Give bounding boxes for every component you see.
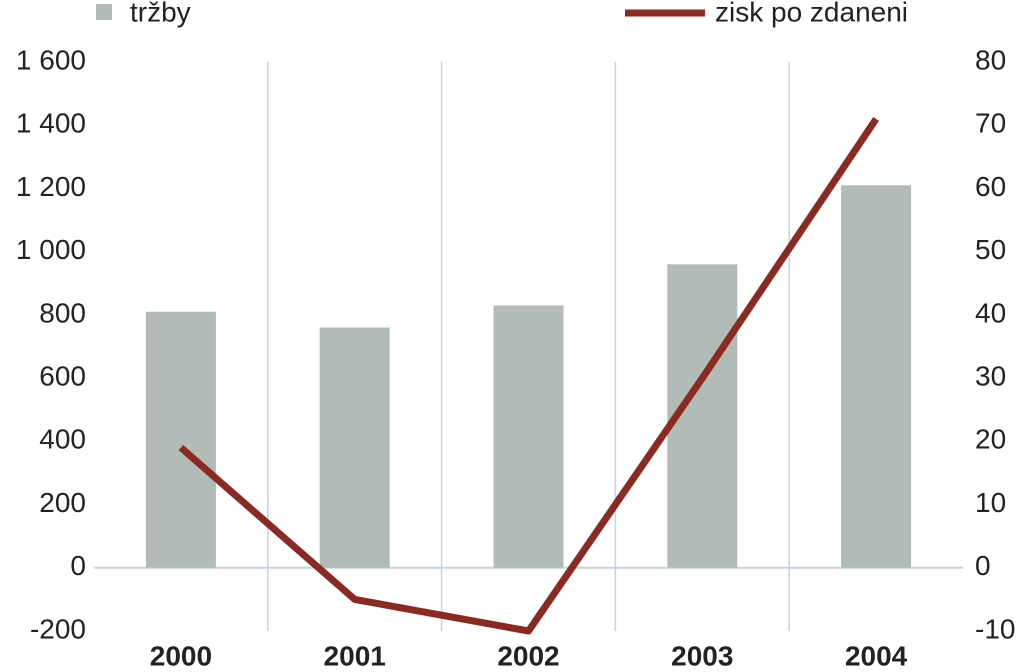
y2-tick-label: 40 [975,297,1006,328]
y-tick-label: -200 [30,613,86,644]
line [178,116,880,635]
y2-tick-label: 0 [975,550,991,581]
x-tick-label: 2003 [671,640,733,671]
y2-tick-label: 30 [975,361,1006,392]
y-tick-label: 200 [39,487,86,518]
y2-tick-label: 20 [975,424,1006,455]
x-tick-label: 2000 [150,640,212,671]
y-tick-label: 1 400 [16,108,86,139]
y2-tick-label: 50 [975,234,1006,265]
y-tick-label: 400 [39,424,86,455]
y2-tick-label: 10 [975,487,1006,518]
y2-tick-label: 60 [975,171,1006,202]
y-tick-label: 1 200 [16,171,86,202]
bar [145,311,216,568]
y-tick-label: 1 600 [16,44,86,75]
y-tick-label: 800 [39,297,86,328]
bar [319,327,390,568]
y2-tick-label: -10 [975,613,1015,644]
y-tick-label: 1 000 [16,234,86,265]
bar [841,185,912,568]
bar [493,305,564,568]
y2-tick-label: 80 [975,44,1006,75]
x-tick-label: 2004 [845,640,908,671]
legend-label: zisk po zdaneni [715,0,908,27]
legend-label: tržby [130,0,191,27]
y-tick-label: 0 [70,550,86,581]
x-tick-label: 2002 [497,640,559,671]
y2-tick-label: 70 [975,108,1006,139]
y-tick-label: 600 [39,361,86,392]
legend-swatch [96,4,112,20]
x-tick-label: 2001 [324,640,386,671]
